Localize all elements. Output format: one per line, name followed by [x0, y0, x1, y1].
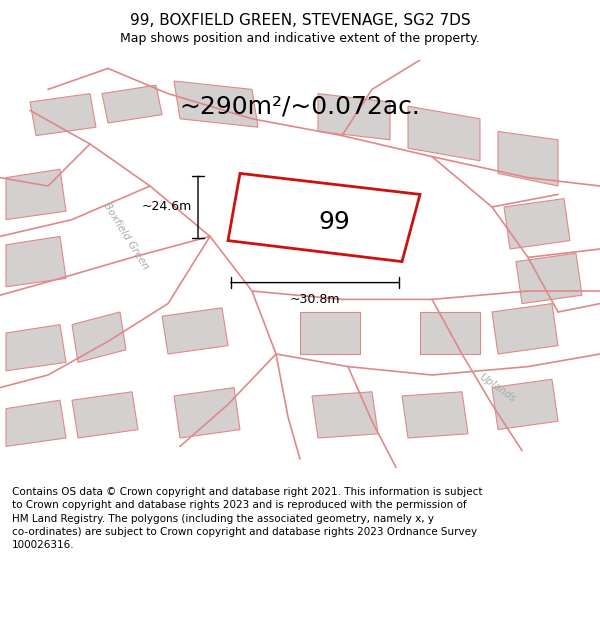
Text: Boxfield Green: Boxfield Green [101, 201, 151, 272]
Text: 99: 99 [319, 210, 350, 234]
Polygon shape [408, 106, 480, 161]
Polygon shape [6, 400, 66, 446]
Polygon shape [492, 304, 558, 354]
Text: Map shows position and indicative extent of the property.: Map shows position and indicative extent… [120, 32, 480, 45]
Polygon shape [72, 312, 126, 362]
Polygon shape [174, 388, 240, 438]
Polygon shape [420, 312, 480, 354]
Text: Uplands: Uplands [478, 371, 518, 404]
Polygon shape [228, 173, 420, 262]
Polygon shape [492, 379, 558, 429]
Polygon shape [402, 392, 468, 438]
Polygon shape [516, 253, 582, 304]
Text: ~30.8m: ~30.8m [290, 293, 340, 306]
Polygon shape [300, 312, 360, 354]
Polygon shape [6, 324, 66, 371]
Polygon shape [6, 169, 66, 219]
Polygon shape [6, 236, 66, 287]
Polygon shape [162, 308, 228, 354]
Polygon shape [30, 94, 96, 136]
Text: Contains OS data © Crown copyright and database right 2021. This information is : Contains OS data © Crown copyright and d… [12, 488, 482, 550]
Text: ~24.6m: ~24.6m [142, 201, 192, 214]
Polygon shape [498, 131, 558, 186]
Polygon shape [318, 94, 390, 140]
Text: ~290m²/~0.072ac.: ~290m²/~0.072ac. [179, 94, 421, 118]
Text: 99, BOXFIELD GREEN, STEVENAGE, SG2 7DS: 99, BOXFIELD GREEN, STEVENAGE, SG2 7DS [130, 13, 470, 28]
Polygon shape [504, 199, 570, 249]
Polygon shape [174, 81, 258, 127]
Polygon shape [312, 392, 378, 438]
Polygon shape [72, 392, 138, 438]
Polygon shape [102, 85, 162, 123]
